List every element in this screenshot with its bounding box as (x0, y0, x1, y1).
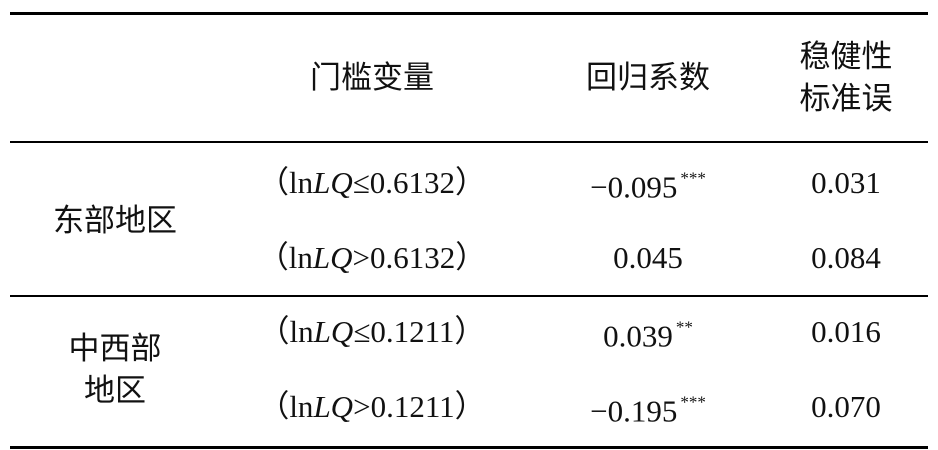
header-cell: 回归系数 (586, 57, 710, 99)
threshold-part: （ln (258, 314, 314, 349)
threshold-part: >0.6132） (352, 240, 487, 275)
region-cell: 东部地区 (53, 200, 177, 242)
coef: 0.045 (613, 240, 683, 275)
threshold-cell: （lnLQ≤0.1211） (259, 311, 486, 353)
group-rule (10, 295, 928, 297)
se-cell: 0.031 (811, 162, 881, 204)
header-coef: 回归系数 (586, 60, 710, 95)
header-cell: 稳健性 标准误 (800, 36, 893, 120)
threshold-part: （ln (258, 389, 314, 424)
coef-cell: −0.095 *** (590, 158, 706, 209)
se-cell: 0.070 (811, 386, 881, 428)
threshold-part: ≤0.6132） (352, 165, 487, 200)
coef: −0.195 (590, 393, 678, 429)
header-threshold: 门槛变量 (310, 60, 434, 95)
se: 0.031 (811, 165, 881, 200)
se: 0.070 (811, 389, 881, 424)
threshold-part: >0.1211） (353, 389, 486, 424)
coef-cell: 0.039 ** (603, 307, 693, 358)
coef: −0.095 (590, 169, 678, 205)
threshold-part: LQ (313, 389, 354, 424)
coef-cell: 0.045 (613, 237, 683, 279)
threshold-cell: （lnLQ>0.6132） (258, 237, 487, 279)
line: 标准误 (799, 81, 893, 116)
threshold-part: LQ (312, 240, 353, 275)
top-rule (10, 12, 928, 15)
line: 地区 (84, 372, 146, 408)
significance: *** (680, 168, 706, 188)
se-cell: 0.016 (811, 311, 881, 353)
region-cell: 中西部 地区 (69, 328, 162, 412)
threshold-part: （ln (257, 240, 313, 275)
threshold-cell: （lnLQ≤0.6132） (258, 162, 486, 204)
se: 0.084 (811, 240, 881, 275)
threshold-part: LQ (313, 165, 353, 200)
line: 稳健性 (799, 39, 893, 74)
se: 0.016 (811, 314, 881, 349)
bottom-rule (10, 446, 928, 449)
se-cell: 0.084 (811, 237, 881, 279)
significance: ** (675, 317, 693, 337)
line: 东部地区 (53, 202, 177, 238)
threshold-part: ≤0.1211） (353, 314, 486, 349)
threshold-part: LQ (313, 314, 354, 349)
threshold-part: （ln (257, 165, 314, 200)
line: 中西部 (68, 330, 162, 366)
coef-cell: −0.195 *** (590, 382, 706, 433)
header-cell: 门槛变量 (310, 57, 434, 99)
header-rule (10, 141, 928, 143)
significance: *** (680, 392, 706, 412)
threshold-cell: （lnLQ>0.1211） (258, 386, 485, 428)
coef: 0.039 (603, 318, 673, 354)
